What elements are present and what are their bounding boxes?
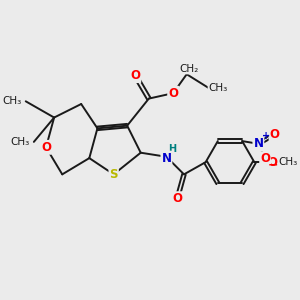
Text: O: O (260, 152, 270, 165)
Text: CH₂: CH₂ (180, 64, 199, 74)
Text: O: O (172, 192, 182, 205)
Text: +: + (262, 131, 270, 141)
Text: CH₃: CH₃ (208, 83, 227, 93)
Text: H: H (168, 144, 176, 154)
Text: CH₃: CH₃ (11, 137, 30, 147)
Text: O: O (267, 156, 277, 169)
Text: O: O (168, 87, 178, 100)
Text: −: − (268, 159, 278, 172)
Text: O: O (41, 141, 51, 154)
Text: N: N (161, 152, 171, 165)
Text: O: O (270, 128, 280, 141)
Text: S: S (110, 168, 118, 181)
Text: CH₃: CH₃ (278, 157, 298, 167)
Text: N: N (254, 137, 263, 150)
Text: O: O (130, 69, 140, 82)
Text: CH₃: CH₃ (2, 96, 22, 106)
